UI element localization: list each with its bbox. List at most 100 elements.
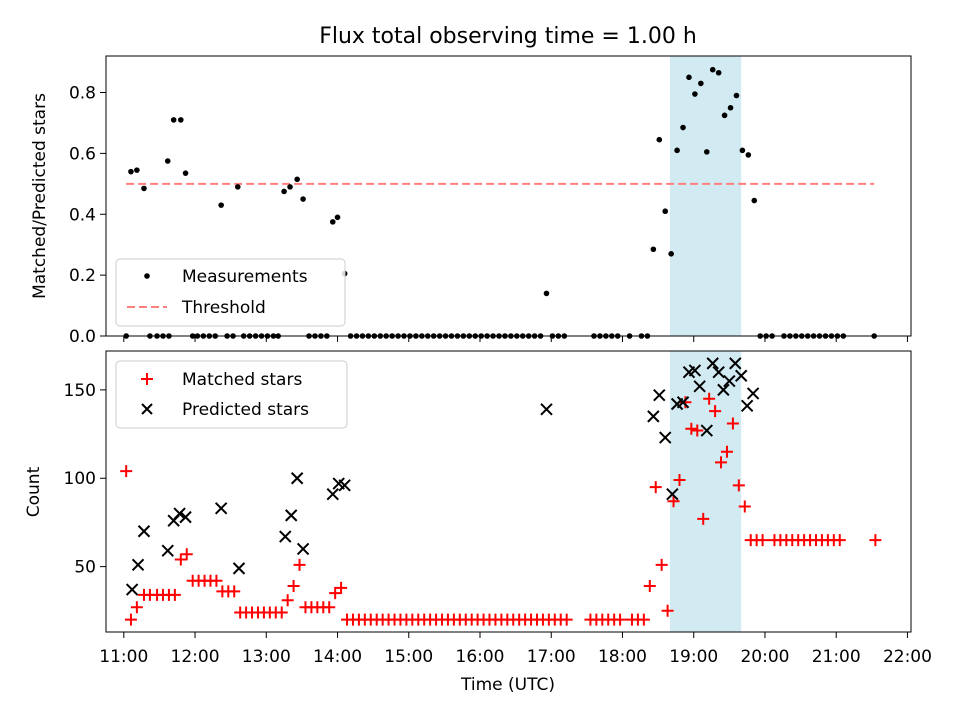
predicted-star-point [735,369,748,382]
measurement-point [656,136,663,143]
x-tick-label: 21:00 [812,647,861,667]
matched-star-point [120,465,133,478]
measurement-point [703,149,710,155]
legend-predicted-label: Predicted stars [182,400,309,420]
measurement-point [182,170,189,176]
matched-star-point [560,613,573,626]
predicted-star-point [729,357,742,370]
top-y-tick-label: 0.6 [69,144,96,164]
measurement-point [178,117,184,123]
measurement-point [141,185,147,192]
bottom-frame [105,350,912,633]
measurement-point [715,69,722,76]
measurement-point [698,80,704,87]
matched-star-point [726,417,739,430]
matched-star-point [174,553,187,566]
matched-star-point [756,534,769,547]
matched-star-point [697,512,710,525]
measurement-point [733,92,740,99]
predicted-star-point [279,530,292,543]
measurement-point [218,202,224,208]
x-tick-label: 20:00 [740,647,789,667]
matched-star-point [281,594,294,607]
predicted-star-point [296,542,310,556]
measurement-point [234,184,241,190]
chart-title: Flux total observing time = 1.00 h [319,24,697,49]
predicted-star-point [137,525,151,538]
matched-star-point [124,613,137,626]
top-legend: Measurements Threshold [115,258,346,327]
matched-star-point [335,581,348,594]
predicted-star-point [659,431,672,444]
top-legend-box [115,258,346,327]
matched-star-point [637,613,650,626]
matched-star-point [715,456,728,469]
matched-star-point [210,574,223,587]
bottom-legend: Matched stars Predicted stars [115,360,348,429]
matched-star-point [130,601,143,614]
measurement-point [686,74,692,81]
predicted-star-point [173,507,186,520]
matched-star-point [287,580,300,593]
measurement-point [662,208,669,215]
predicted-star-points [125,357,760,596]
top-y-tick-label: 0.4 [69,205,96,225]
matched-star-point [329,587,342,600]
measurement-point [739,147,746,154]
x-tick-label: 12:00 [171,647,220,667]
legend-matched-marker [141,373,153,385]
measurement-point [692,91,698,97]
matched-star-point [679,396,692,409]
top-frame [105,55,912,337]
predicted-star-point [666,487,679,501]
measurement-point [329,219,336,225]
predicted-star-point [540,403,553,416]
x-tick-label: 22:00 [883,647,932,667]
top-x-ticks [123,336,908,342]
predicted-star-point [693,380,706,393]
measurement-point [709,66,716,73]
matched-star-point [168,588,181,601]
matched-star-point [833,534,846,547]
bottom-y-axis-label: Count [24,466,44,517]
predicted-star-point [740,399,754,412]
measurement-point [164,158,171,164]
bottom-legend-box [115,360,348,429]
predicted-star-point [214,502,228,515]
measurement-point [727,104,734,111]
measurement-point [134,167,140,173]
matched-star-point [685,422,698,435]
matched-star-point [614,613,627,626]
x-tick-label: 11:00 [99,647,148,667]
top-panel: 0.0 0.2 0.4 0.6 0.8 Flux total observing tim… [30,24,912,347]
x-tick-label: 17:00 [527,647,576,667]
predicted-star-point [706,357,719,370]
predicted-star-point [653,388,666,402]
predicted-star-point [161,544,174,557]
predicted-star-point [290,472,304,485]
bottom-highlight-span [669,351,742,632]
predicted-star-point [647,410,660,423]
predicted-star-point [232,562,246,575]
predicted-star-point [700,424,713,437]
predicted-star-point [688,364,702,377]
x-tick-label: 15:00 [384,647,433,667]
legend-measurements-label: Measurements [182,267,308,287]
matched-star-point [709,405,722,418]
predicted-star-point [746,387,760,400]
measurement-point [334,214,341,221]
bottom-y-tick-label: 100 [64,469,96,489]
matched-star-point [649,481,662,494]
predicted-star-point [326,487,339,501]
predicted-star-point [131,558,145,572]
matched-star-point [720,445,733,458]
predicted-star-point [723,374,736,388]
measurement-point [721,112,728,119]
predicted-star-point [125,583,139,596]
matched-star-point [228,585,241,598]
matched-star-point [738,500,751,513]
x-tick-label: 16:00 [456,647,505,667]
measurement-point [668,251,674,257]
matched-star-point [180,548,193,561]
